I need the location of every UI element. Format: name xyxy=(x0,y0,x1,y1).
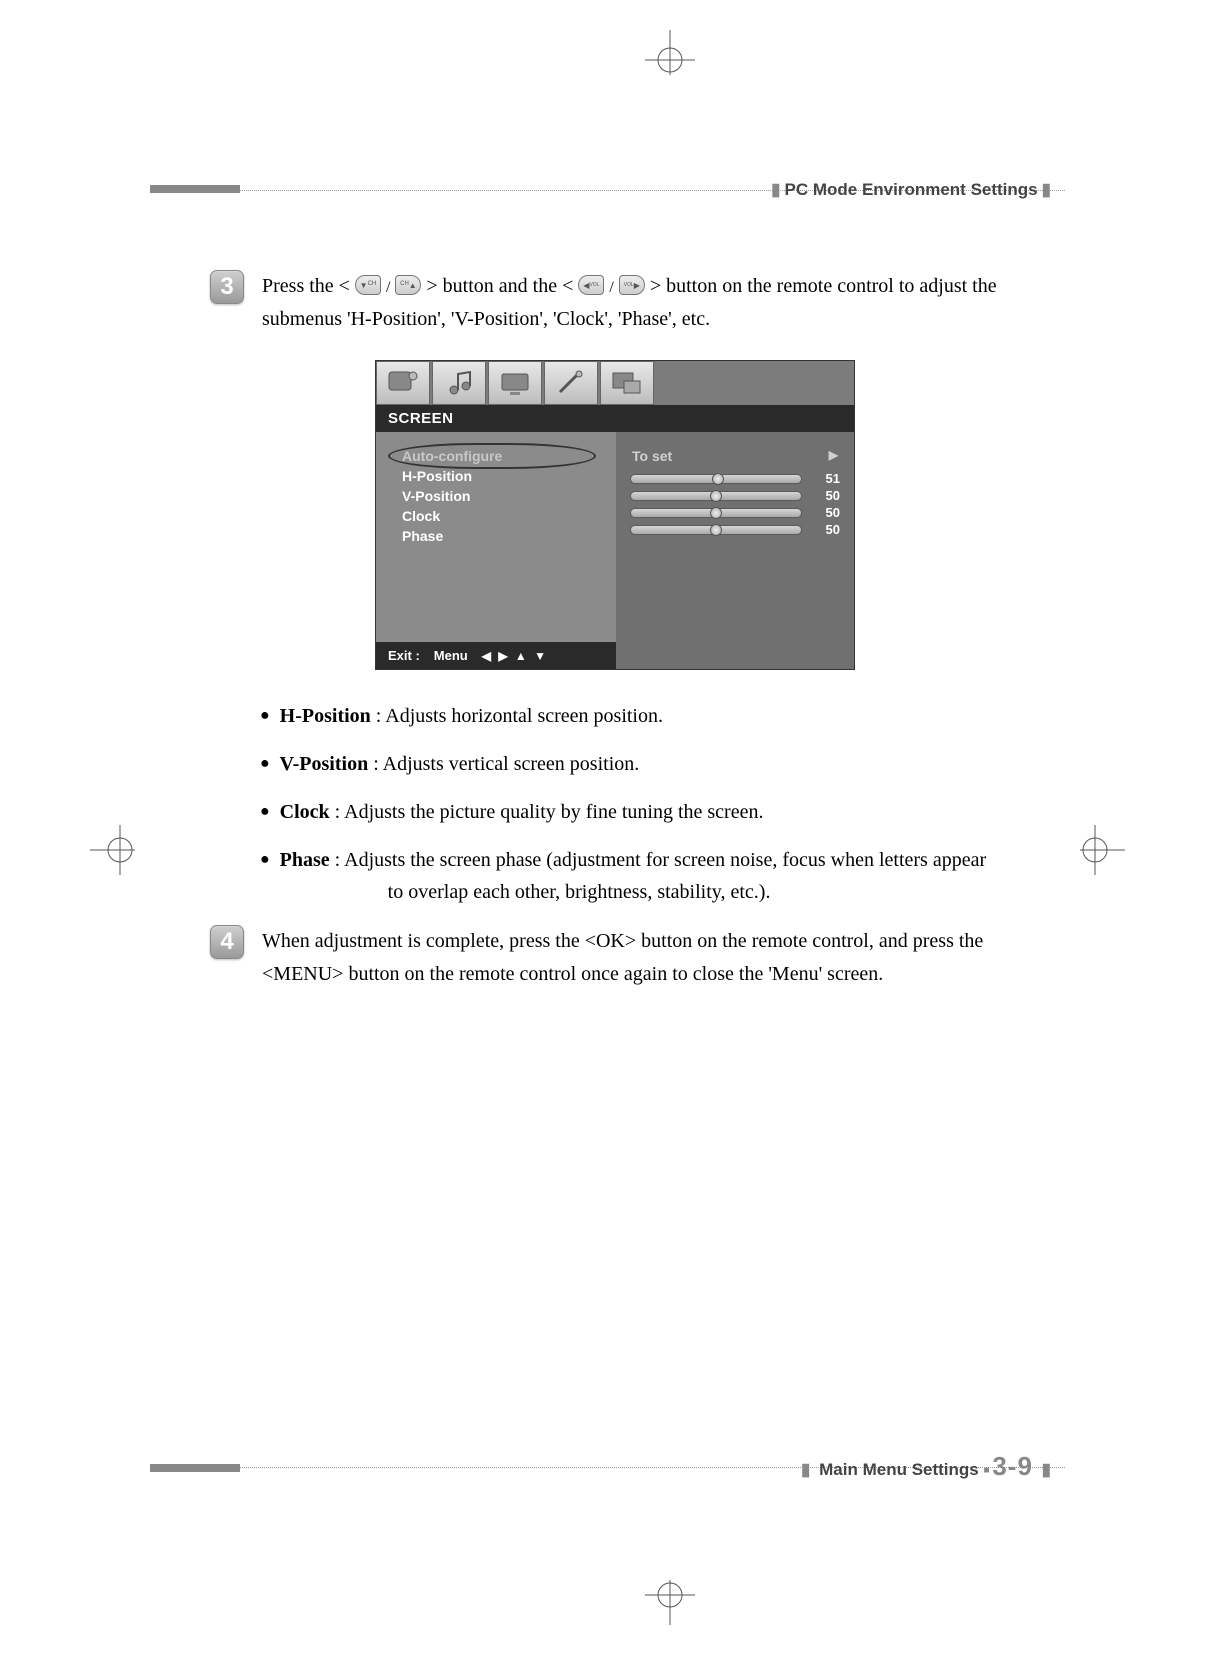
page-number: 3-9 xyxy=(992,1451,1033,1481)
osd-item-v-position[interactable]: V-Position xyxy=(376,486,616,506)
footer-accent-bar xyxy=(150,1464,240,1472)
crop-mark-bottom xyxy=(640,1565,700,1630)
step-4-text: When adjustment is complete, press the <… xyxy=(262,925,1055,991)
osd-menu-label: Menu xyxy=(434,648,468,663)
header-title-text: PC Mode Environment Settings xyxy=(785,180,1038,199)
osd-item-h-position[interactable]: H-Position xyxy=(376,466,616,486)
remote-vol-up-icon: VOL▶ xyxy=(619,275,645,295)
osd-tab-picture-icon xyxy=(376,361,430,405)
osd-slider-phase[interactable]: 50 xyxy=(630,521,840,538)
osd-item-clock[interactable]: Clock xyxy=(376,506,616,526)
step-badge-4: 4 xyxy=(210,925,244,959)
osd-tab-screen-icon xyxy=(488,361,542,405)
osd-section-title: SCREEN xyxy=(376,405,616,432)
osd-screenshot: SCREEN Auto-configure H-Position V-Posit… xyxy=(375,360,855,670)
crop-mark-right xyxy=(1065,820,1125,885)
osd-tab-bar xyxy=(376,361,854,405)
bullet-h-position: ● H-Position : Adjusts horizontal screen… xyxy=(260,700,1055,732)
osd-exit-label: Exit : xyxy=(388,648,420,663)
osd-tab-setup-icon xyxy=(544,361,598,405)
step-badge-3: 3 xyxy=(210,270,244,304)
header-accent-bar xyxy=(150,185,240,193)
osd-tab-pip-icon xyxy=(600,361,654,405)
footer-section-name: Main Menu Settings xyxy=(819,1460,979,1479)
remote-vol-down-icon: ◀VOL xyxy=(578,275,604,295)
osd-slider-h-position[interactable]: 51 xyxy=(630,470,840,487)
osd-slider-clock[interactable]: 50 xyxy=(630,504,840,521)
description-list: ● H-Position : Adjusts horizontal screen… xyxy=(260,700,1055,924)
remote-ch-down-icon: ▼CH xyxy=(355,275,381,295)
remote-ch-up-icon: CH▲ xyxy=(395,275,421,295)
osd-nav-arrows-icon: ◀ ▶ ▲ ▼ xyxy=(482,649,548,663)
osd-item-phase[interactable]: Phase xyxy=(376,526,616,546)
osd-right-arrow-icon: ▶ xyxy=(829,448,838,464)
step-3-text: Press the < ▼CH / CH▲ > button and the <… xyxy=(262,270,1055,336)
osd-menu-list: Auto-configure H-Position V-Position Clo… xyxy=(376,432,616,642)
osd-slider-v-position[interactable]: 50 xyxy=(630,487,840,504)
osd-footer: Exit : Menu ◀ ▶ ▲ ▼ xyxy=(376,642,854,669)
osd-values-panel: To set ▶ 51 50 50 xyxy=(616,432,854,642)
crop-mark-top xyxy=(640,30,700,95)
manual-page: ▮PC Mode Environment Settings▮ 3 Press t… xyxy=(100,30,1115,1630)
osd-tab-sound-icon xyxy=(432,361,486,405)
footer-text: ▮ Main Menu Settings ■ 3-9 ▮ xyxy=(797,1451,1055,1482)
header-title: ▮PC Mode Environment Settings▮ xyxy=(767,180,1055,200)
bullet-clock: ● Clock : Adjusts the picture quality by… xyxy=(260,796,1055,828)
step-3: 3 Press the < ▼CH / CH▲ > button and the… xyxy=(210,270,1055,336)
osd-item-auto-configure[interactable]: Auto-configure xyxy=(376,446,616,466)
osd-to-set-label: To set xyxy=(632,448,672,464)
bullet-phase: ● Phase : Adjusts the screen phase (adju… xyxy=(260,844,1055,908)
step-4: 4 When adjustment is complete, press the… xyxy=(210,925,1055,991)
bullet-v-position: ● V-Position : Adjusts vertical screen p… xyxy=(260,748,1055,780)
crop-mark-left xyxy=(90,820,150,885)
